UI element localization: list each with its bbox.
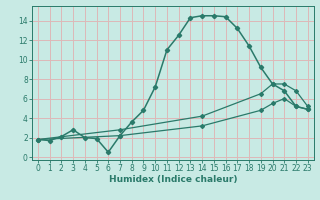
X-axis label: Humidex (Indice chaleur): Humidex (Indice chaleur)	[108, 175, 237, 184]
